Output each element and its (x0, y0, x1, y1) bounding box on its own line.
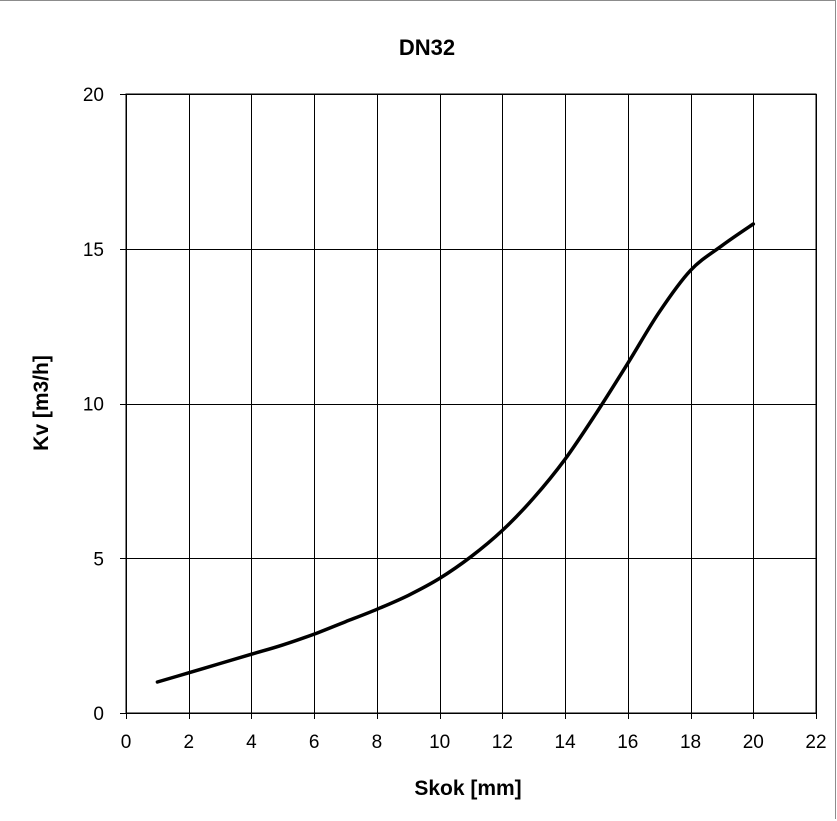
y-tick-labels: 0 5 10 15 20 (83, 85, 104, 725)
series-group (157, 224, 753, 682)
y-tick-label: 0 (93, 704, 104, 725)
y-tick-label: 20 (83, 85, 104, 106)
y-axis-label: Kv [m3/h] (30, 355, 53, 451)
x-tick-label: 14 (555, 732, 577, 753)
x-tick-label: 16 (617, 732, 638, 753)
chart-title: DN32 (399, 35, 455, 60)
x-tick-label: 8 (372, 732, 383, 753)
y-tick-label: 10 (83, 395, 104, 416)
x-tick-label: 0 (121, 732, 132, 753)
x-tick-label: 12 (492, 732, 513, 753)
x-tick-label: 18 (680, 732, 701, 753)
x-tick-label: 4 (246, 732, 257, 753)
x-tick-label: 2 (183, 732, 194, 753)
x-tick-label: 6 (309, 732, 320, 753)
x-tick-label: 20 (743, 732, 764, 753)
x-tick-labels: 0 2 4 6 8 10 12 14 16 18 20 22 (121, 732, 827, 753)
grid (120, 94, 817, 719)
y-tick-label: 5 (93, 549, 104, 570)
plot-area (126, 94, 816, 713)
series-line (157, 224, 753, 682)
x-tick-label: 22 (805, 732, 826, 753)
x-axis-label: Skok [mm] (414, 777, 521, 800)
x-tick-label: 10 (429, 732, 450, 753)
y-tick-label: 15 (83, 240, 104, 261)
